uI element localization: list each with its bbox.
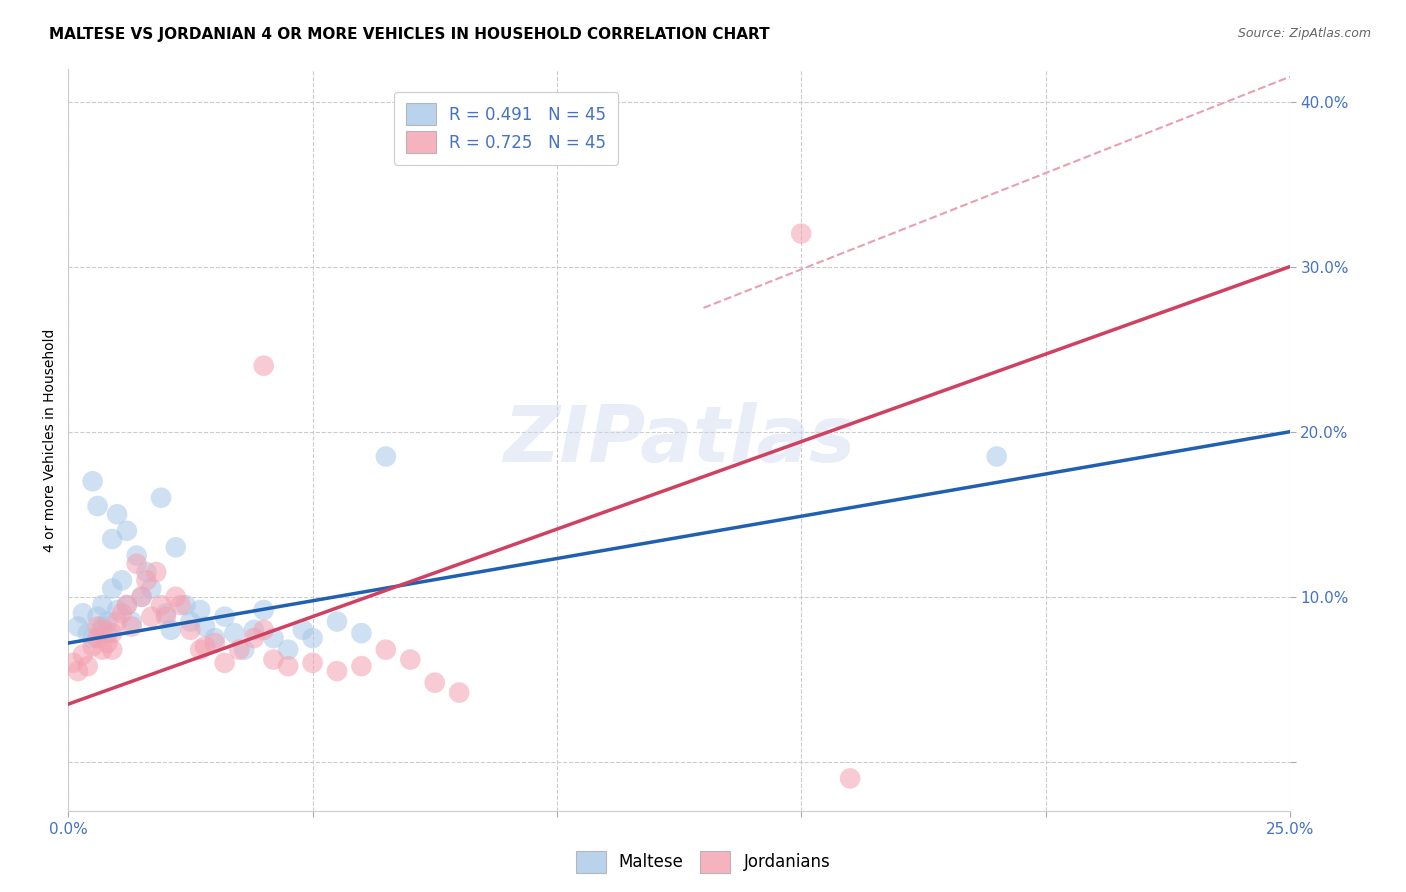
Point xyxy=(141,609,163,624)
Point xyxy=(101,626,124,640)
Point xyxy=(214,609,236,624)
Point xyxy=(374,450,396,464)
Point xyxy=(326,615,349,629)
Point xyxy=(194,619,217,633)
Point xyxy=(301,631,323,645)
Point xyxy=(188,642,211,657)
Point xyxy=(82,631,104,645)
Point xyxy=(174,598,197,612)
Point xyxy=(121,615,143,629)
Point xyxy=(101,582,124,596)
Point xyxy=(135,565,157,579)
Point xyxy=(115,524,138,538)
Point xyxy=(96,615,118,629)
Point xyxy=(169,598,191,612)
Point xyxy=(131,590,153,604)
Point xyxy=(277,642,299,657)
Point xyxy=(165,541,187,555)
Legend: R = 0.491   N = 45, R = 0.725   N = 45: R = 0.491 N = 45, R = 0.725 N = 45 xyxy=(394,92,617,164)
Point xyxy=(253,359,276,373)
Point xyxy=(224,626,246,640)
Point xyxy=(150,598,173,612)
Point xyxy=(228,642,250,657)
Point xyxy=(160,623,183,637)
Point xyxy=(155,609,177,624)
Point xyxy=(125,557,148,571)
Point xyxy=(243,631,266,645)
Point xyxy=(86,631,108,645)
Point xyxy=(82,475,104,489)
Point xyxy=(101,642,124,657)
Point xyxy=(350,659,373,673)
Point xyxy=(91,642,114,657)
Point xyxy=(233,642,256,657)
Point xyxy=(105,615,128,629)
Point xyxy=(96,636,118,650)
Point xyxy=(91,623,114,637)
Point xyxy=(277,659,299,673)
Point xyxy=(165,590,187,604)
Point xyxy=(86,619,108,633)
Point xyxy=(111,574,134,588)
Point xyxy=(121,619,143,633)
Point xyxy=(986,450,1008,464)
Point xyxy=(204,631,226,645)
Point xyxy=(82,640,104,654)
Point xyxy=(155,607,177,621)
Text: MALTESE VS JORDANIAN 4 OR MORE VEHICLES IN HOUSEHOLD CORRELATION CHART: MALTESE VS JORDANIAN 4 OR MORE VEHICLES … xyxy=(49,27,770,42)
Point xyxy=(62,656,84,670)
Point xyxy=(105,603,128,617)
Point xyxy=(179,623,201,637)
Point xyxy=(135,574,157,588)
Point xyxy=(449,685,471,699)
Y-axis label: 4 or more Vehicles in Household: 4 or more Vehicles in Household xyxy=(44,328,58,551)
Text: ZIPatlas: ZIPatlas xyxy=(503,402,855,478)
Point xyxy=(111,607,134,621)
Point xyxy=(350,626,373,640)
Point xyxy=(91,619,114,633)
Point xyxy=(839,772,862,786)
Point xyxy=(291,623,314,637)
Point xyxy=(374,642,396,657)
Point xyxy=(204,636,226,650)
Point xyxy=(423,675,446,690)
Point xyxy=(66,664,89,678)
Point xyxy=(76,626,98,640)
Point xyxy=(194,640,217,654)
Point xyxy=(179,615,201,629)
Text: Source: ZipAtlas.com: Source: ZipAtlas.com xyxy=(1237,27,1371,40)
Point xyxy=(72,648,94,662)
Point xyxy=(188,603,211,617)
Point xyxy=(243,623,266,637)
Point xyxy=(96,626,118,640)
Point xyxy=(301,656,323,670)
Point xyxy=(145,565,167,579)
Point xyxy=(150,491,173,505)
Point xyxy=(76,659,98,673)
Point xyxy=(115,598,138,612)
Point xyxy=(91,598,114,612)
Point xyxy=(790,227,813,241)
Point xyxy=(131,590,153,604)
Point xyxy=(263,631,285,645)
Point xyxy=(125,549,148,563)
Point xyxy=(141,582,163,596)
Point xyxy=(105,508,128,522)
Point xyxy=(263,652,285,666)
Point xyxy=(253,623,276,637)
Point xyxy=(399,652,422,666)
Point xyxy=(214,656,236,670)
Legend: Maltese, Jordanians: Maltese, Jordanians xyxy=(569,845,837,880)
Point xyxy=(115,598,138,612)
Point xyxy=(72,607,94,621)
Point xyxy=(326,664,349,678)
Point xyxy=(86,499,108,513)
Point xyxy=(86,609,108,624)
Point xyxy=(253,603,276,617)
Point xyxy=(66,619,89,633)
Point xyxy=(101,532,124,546)
